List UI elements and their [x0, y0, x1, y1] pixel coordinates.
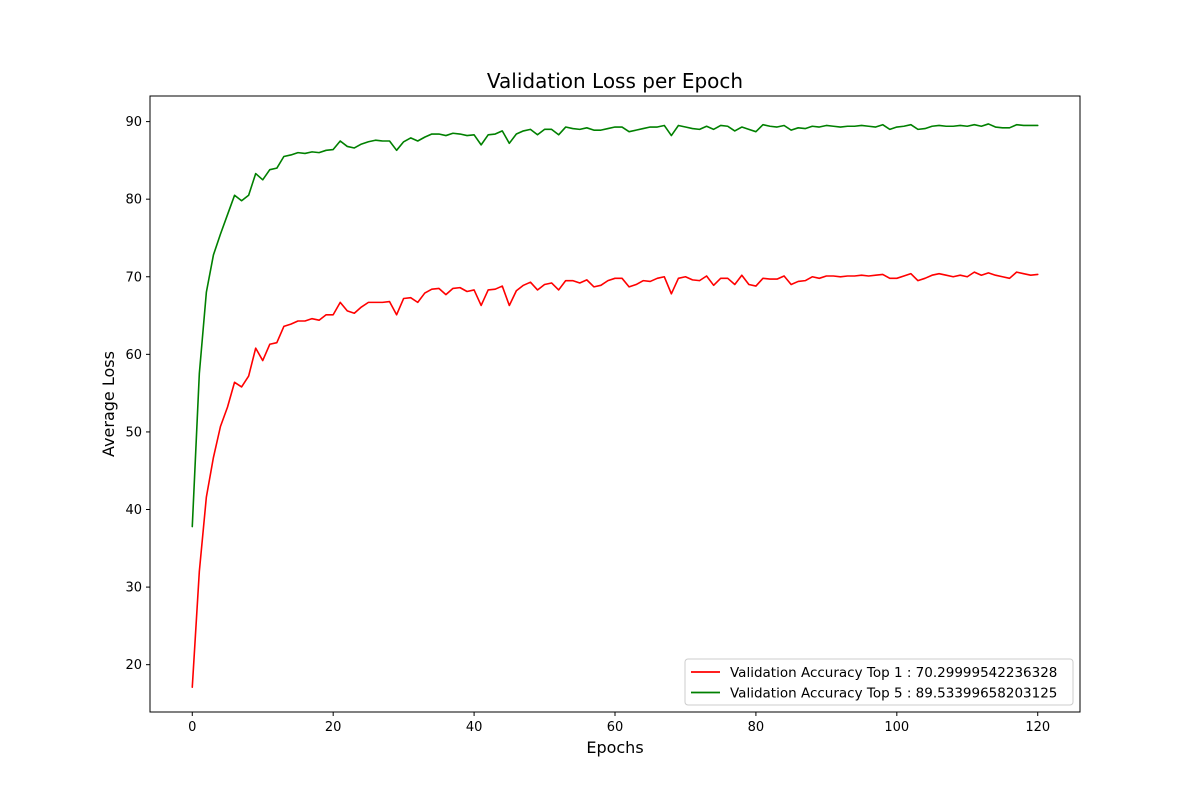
x-tick-label: 120: [1025, 720, 1050, 735]
y-tick-label: 40: [125, 503, 142, 518]
y-tick-label: 80: [125, 193, 142, 208]
x-tick-label: 60: [607, 720, 624, 735]
y-tick-label: 60: [125, 348, 142, 363]
y-tick-label: 70: [125, 270, 142, 285]
series-line-top-5: [191, 123, 1039, 528]
x-tick-label: 80: [748, 720, 765, 735]
y-tick-label: 30: [125, 581, 142, 596]
y-axis: 20 30 40 50 60 70 80 90: [125, 115, 150, 673]
series-layer: [191, 123, 1039, 688]
y-tick-label: 90: [125, 115, 142, 130]
x-axis-label: Epochs: [586, 738, 643, 757]
series-line-top-1: [191, 271, 1039, 688]
x-tick-label: 40: [466, 720, 483, 735]
y-tick-label: 20: [125, 658, 142, 673]
y-axis-label: Average Loss: [99, 351, 118, 457]
legend-box: [684, 658, 1074, 706]
x-tick-label: 100: [884, 720, 909, 735]
chart-title: Validation Loss per Epoch: [487, 69, 743, 93]
y-tick-label: 50: [125, 425, 142, 440]
x-tick-label: 20: [325, 720, 342, 735]
legend: Validation Accuracy Top 1 : 70.299995422…: [684, 658, 1074, 706]
legend-entry: Validation Accuracy Top 5 : 89.533996582…: [730, 686, 1057, 702]
legend-entry: Validation Accuracy Top 1 : 70.299995422…: [730, 665, 1057, 681]
x-axis: 0 20 40 60 80 100 120: [188, 712, 1050, 735]
x-tick-label: 0: [188, 720, 196, 735]
